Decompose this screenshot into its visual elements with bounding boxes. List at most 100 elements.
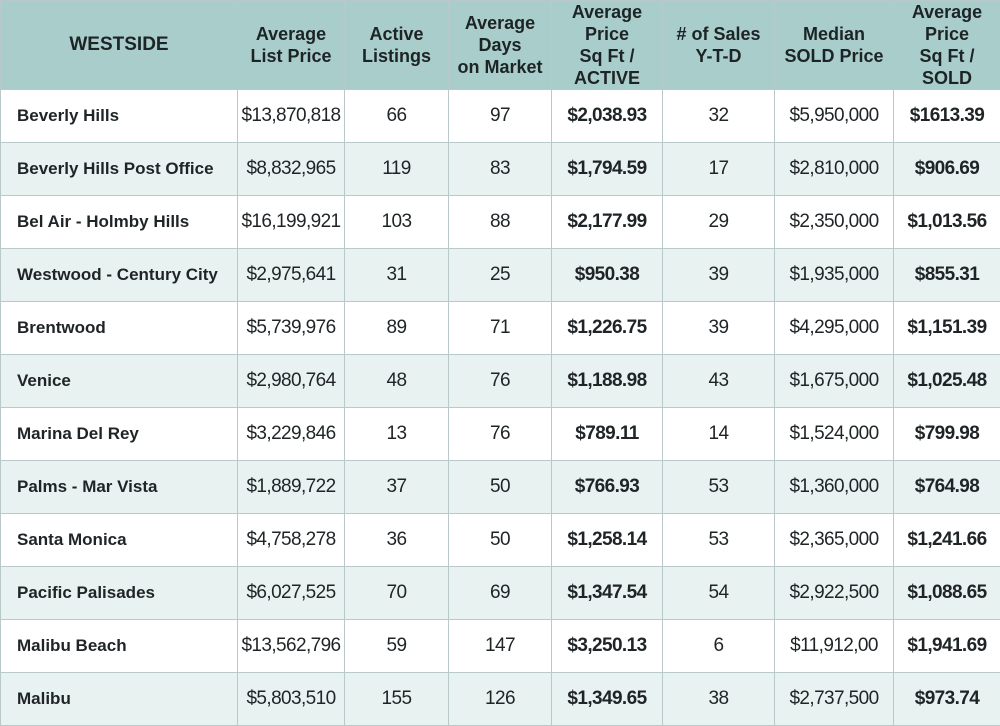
cell-median-sold-price: $2,737,500 bbox=[775, 673, 894, 726]
cell-sales-ytd: 6 bbox=[663, 620, 775, 673]
cell-avg-price-sqft-active: $1,349.65 bbox=[552, 673, 663, 726]
cell-median-sold-price: $2,922,500 bbox=[775, 567, 894, 620]
area-name-cell: Santa Monica bbox=[1, 514, 238, 567]
cell-avg-price-sqft-active: $2,177.99 bbox=[552, 196, 663, 249]
cell-avg-list-price: $8,832,965 bbox=[238, 143, 345, 196]
cell-sales-ytd: 39 bbox=[663, 302, 775, 355]
cell-avg-list-price: $1,889,722 bbox=[238, 461, 345, 514]
cell-avg-price-sqft-sold: $855.31 bbox=[894, 249, 1000, 302]
cell-avg-days-on-market: 147 bbox=[449, 620, 552, 673]
cell-active-listings: 59 bbox=[345, 620, 449, 673]
column-header-line: # of Sales bbox=[663, 23, 774, 45]
cell-median-sold-price: $2,350,000 bbox=[775, 196, 894, 249]
cell-sales-ytd: 53 bbox=[663, 461, 775, 514]
cell-avg-price-sqft-sold: $1613.39 bbox=[894, 90, 1000, 143]
cell-sales-ytd: 29 bbox=[663, 196, 775, 249]
cell-avg-price-sqft-active: $1,258.14 bbox=[552, 514, 663, 567]
cell-sales-ytd: 43 bbox=[663, 355, 775, 408]
cell-avg-days-on-market: 50 bbox=[449, 461, 552, 514]
cell-sales-ytd: 14 bbox=[663, 408, 775, 461]
cell-avg-price-sqft-active: $1,226.75 bbox=[552, 302, 663, 355]
area-name-cell: Beverly Hills Post Office bbox=[1, 143, 238, 196]
cell-sales-ytd: 39 bbox=[663, 249, 775, 302]
cell-avg-price-sqft-active: $950.38 bbox=[552, 249, 663, 302]
cell-avg-days-on-market: 50 bbox=[449, 514, 552, 567]
cell-avg-days-on-market: 71 bbox=[449, 302, 552, 355]
cell-median-sold-price: $2,365,000 bbox=[775, 514, 894, 567]
cell-avg-list-price: $13,562,796 bbox=[238, 620, 345, 673]
column-header-line: Average Price bbox=[894, 1, 1000, 45]
cell-avg-price-sqft-sold: $1,241.66 bbox=[894, 514, 1000, 567]
cell-avg-price-sqft-sold: $764.98 bbox=[894, 461, 1000, 514]
cell-median-sold-price: $1,524,000 bbox=[775, 408, 894, 461]
column-header-line: Days bbox=[449, 34, 551, 56]
cell-avg-days-on-market: 83 bbox=[449, 143, 552, 196]
cell-avg-price-sqft-sold: $799.98 bbox=[894, 408, 1000, 461]
cell-median-sold-price: $5,950,000 bbox=[775, 90, 894, 143]
cell-avg-price-sqft-sold: $1,025.48 bbox=[894, 355, 1000, 408]
area-name-cell: Westwood - Century City bbox=[1, 249, 238, 302]
column-header-line: SOLD Price bbox=[775, 45, 893, 67]
cell-avg-days-on-market: 126 bbox=[449, 673, 552, 726]
cell-sales-ytd: 54 bbox=[663, 567, 775, 620]
cell-avg-price-sqft-sold: $1,013.56 bbox=[894, 196, 1000, 249]
cell-avg-days-on-market: 76 bbox=[449, 355, 552, 408]
cell-median-sold-price: $4,295,000 bbox=[775, 302, 894, 355]
cell-avg-list-price: $13,870,818 bbox=[238, 90, 345, 143]
cell-active-listings: 155 bbox=[345, 673, 449, 726]
cell-median-sold-price: $1,935,000 bbox=[775, 249, 894, 302]
column-header-line: on Market bbox=[449, 56, 551, 78]
cell-active-listings: 89 bbox=[345, 302, 449, 355]
cell-avg-price-sqft-active: $766.93 bbox=[552, 461, 663, 514]
cell-avg-days-on-market: 25 bbox=[449, 249, 552, 302]
cell-avg-price-sqft-sold: $1,088.65 bbox=[894, 567, 1000, 620]
cell-avg-list-price: $3,229,846 bbox=[238, 408, 345, 461]
column-header-westside: WESTSIDE bbox=[1, 1, 238, 90]
cell-avg-price-sqft-active: $1,188.98 bbox=[552, 355, 663, 408]
column-header-line: Median bbox=[775, 23, 893, 45]
cell-active-listings: 66 bbox=[345, 90, 449, 143]
area-name-cell: Malibu Beach bbox=[1, 620, 238, 673]
cell-avg-price-sqft-sold: $973.74 bbox=[894, 673, 1000, 726]
column-header-line: List Price bbox=[238, 45, 344, 67]
column-header-line: Average bbox=[449, 12, 551, 34]
cell-avg-days-on-market: 69 bbox=[449, 567, 552, 620]
cell-avg-days-on-market: 97 bbox=[449, 90, 552, 143]
cell-avg-price-sqft-sold: $906.69 bbox=[894, 143, 1000, 196]
area-name-cell: Marina Del Rey bbox=[1, 408, 238, 461]
cell-active-listings: 36 bbox=[345, 514, 449, 567]
cell-avg-price-sqft-active: $1,794.59 bbox=[552, 143, 663, 196]
cell-active-listings: 31 bbox=[345, 249, 449, 302]
cell-avg-list-price: $4,758,278 bbox=[238, 514, 345, 567]
column-header-line: Sq Ft / ACTIVE bbox=[552, 45, 662, 89]
cell-median-sold-price: $2,810,000 bbox=[775, 143, 894, 196]
cell-avg-days-on-market: 88 bbox=[449, 196, 552, 249]
area-name-cell: Venice bbox=[1, 355, 238, 408]
column-header-line: Average Price bbox=[552, 1, 662, 45]
cell-avg-price-sqft-sold: $1,151.39 bbox=[894, 302, 1000, 355]
cell-sales-ytd: 17 bbox=[663, 143, 775, 196]
column-header-line: Active bbox=[345, 23, 448, 45]
cell-avg-list-price: $16,199,921 bbox=[238, 196, 345, 249]
cell-median-sold-price: $11,912,00 bbox=[775, 620, 894, 673]
cell-active-listings: 70 bbox=[345, 567, 449, 620]
cell-avg-list-price: $6,027,525 bbox=[238, 567, 345, 620]
cell-avg-days-on-market: 76 bbox=[449, 408, 552, 461]
area-name-cell: Malibu bbox=[1, 673, 238, 726]
